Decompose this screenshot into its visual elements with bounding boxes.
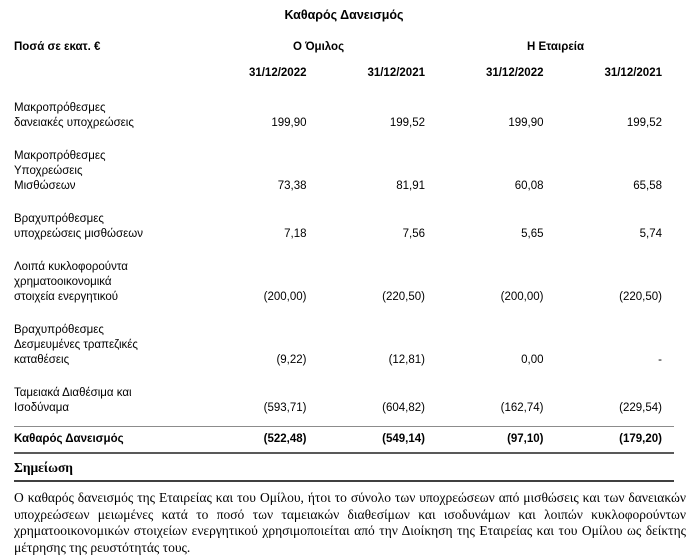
row-label: Μακροπρόθεσμες Υποχρεώσεις Μισθώσεων: [14, 150, 106, 192]
row-value: 7,18: [284, 228, 307, 240]
total-value: (179,20): [619, 433, 662, 445]
row-label: Βραχυπρόθεσμες υποχρεώσεις μισθώσεων: [14, 213, 143, 240]
row-value: 199,90: [508, 117, 544, 129]
note-heading: Σημείωση: [14, 460, 73, 475]
group-header-company: Η Εταιρεία: [526, 41, 585, 53]
group-header-group: Ο Όμιλος: [292, 41, 345, 53]
row-label: Μακροπρόθεσμες δανειακές υποχρεώσεις: [14, 102, 134, 129]
row-value: (604,82): [382, 402, 425, 414]
table-header-row: Ποσά σε εκατ. € Ο Όμιλος Η Εταιρεία: [14, 40, 674, 55]
date-header: 31/12/2021: [367, 67, 425, 79]
row-value: 65,58: [633, 180, 662, 192]
row-label: Ταμειακά Διαθέσιμα και Ισοδύναμα: [14, 387, 132, 414]
date-header-row: 31/12/2022 31/12/2021 31/12/2022 31/12/2…: [14, 66, 674, 81]
row-value: 5,74: [639, 228, 662, 240]
total-label: Καθαρός Δανεισμός: [14, 433, 124, 445]
total-value: (549,14): [382, 433, 425, 445]
table-row: Λοιπά κυκλοφορούντα χρηματοοικονομικά στ…: [14, 260, 674, 305]
row-value: (220,50): [382, 291, 425, 303]
row-label: Βραχυπρόθεσμες Δεσμευμένες τραπεζικές κα…: [14, 324, 138, 366]
row-value: 73,38: [277, 180, 307, 192]
table-row: Ταμειακά Διαθέσιμα και Ισοδύναμα (593,71…: [14, 386, 674, 416]
table-row: Βραχυπρόθεσμες Δεσμευμένες τραπεζικές κα…: [14, 323, 674, 368]
row-value: 60,08: [514, 180, 544, 192]
row-value: (12,81): [388, 354, 425, 366]
row-value: (200,00): [500, 291, 544, 303]
note-section: Σημείωση Ο καθαρός δανεισμός της Εταιρεί…: [14, 460, 686, 556]
row-value: 199,52: [626, 117, 662, 129]
row-value: (162,74): [500, 402, 544, 414]
total-value: (522,48): [263, 433, 307, 445]
date-header: 31/12/2022: [485, 67, 544, 79]
table-row: Μακροπρόθεσμες Υποχρεώσεις Μισθώσεων 73,…: [14, 149, 674, 194]
row-value: (200,00): [263, 291, 307, 303]
note-text: Ο καθαρός δανεισμός της Εταιρείας και το…: [14, 490, 686, 555]
row-value: 7,56: [402, 228, 425, 240]
row-value: 199,52: [389, 117, 425, 129]
total-row: Καθαρός Δανεισμός (522,48) (549,14) (97,…: [14, 426, 674, 454]
row-value: (593,71): [263, 402, 307, 414]
row-label: Λοιπά κυκλοφορούντα χρηματοοικονομικά στ…: [14, 261, 128, 303]
table-title: Καθαρός Δανεισμός: [284, 8, 404, 22]
row-value: (9,22): [276, 354, 307, 366]
table-row: Βραχυπρόθεσμες υποχρεώσεις μισθώσεων 7,1…: [14, 212, 674, 242]
row-value: 0,00: [521, 354, 544, 366]
note-divider: [14, 480, 674, 482]
table-row: Μακροπρόθεσμες δανειακές υποχρεώσεις 199…: [14, 101, 674, 131]
date-header: 31/12/2021: [604, 67, 662, 79]
row-value: 81,91: [396, 180, 425, 192]
total-value: (97,10): [507, 433, 544, 445]
amounts-unit-label: Ποσά σε εκατ. €: [14, 41, 101, 53]
net-debt-table: Καθαρός Δανεισμός Ποσά σε εκατ. € Ο Όμιλ…: [14, 8, 674, 454]
date-header: 31/12/2022: [248, 67, 307, 79]
row-value: -: [658, 354, 662, 366]
row-value: 5,65: [521, 228, 544, 240]
row-value: 199,90: [271, 117, 307, 129]
row-value: (220,50): [619, 291, 662, 303]
row-value: (229,54): [619, 402, 662, 414]
